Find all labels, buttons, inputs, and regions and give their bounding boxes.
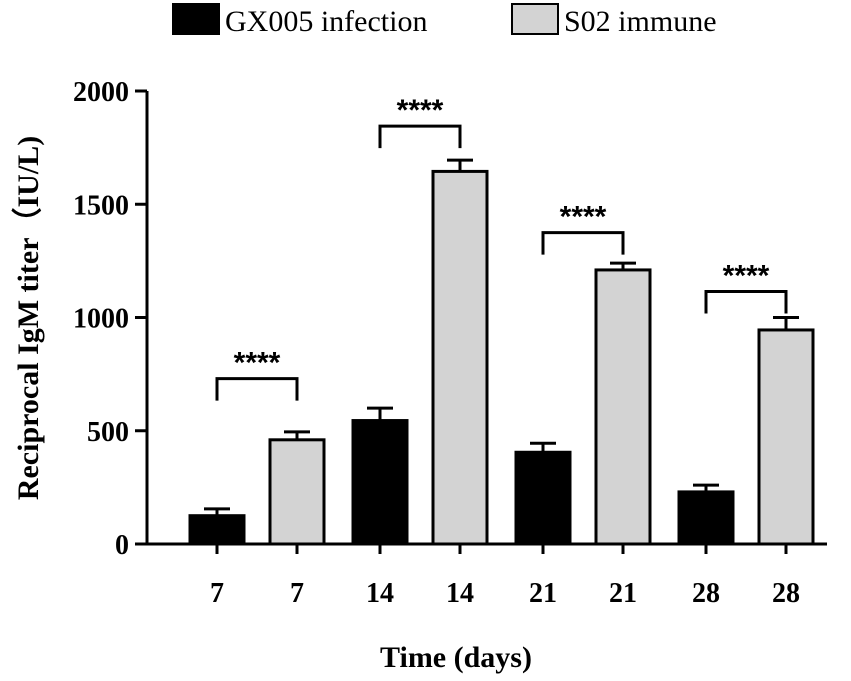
bar [594,268,652,546]
y-tick-label: 1000 [73,304,129,335]
x-tick-label: 21 [529,578,557,609]
x-tick-label: 7 [210,578,224,609]
x-tick-label: 28 [772,578,800,609]
significance-bracket [215,377,299,401]
y-tick-label: 0 [115,530,129,561]
significance-label: **** [560,201,607,234]
x-tick-label: 7 [290,578,304,609]
bar [268,438,326,546]
x-tick-label: 14 [446,578,474,609]
bar [677,490,735,546]
bar [188,514,246,546]
y-tick-label: 1500 [73,190,129,221]
bar [757,328,815,546]
significance-label: **** [234,347,281,380]
x-axis: 7 7 14 14 21 21 28 28 [147,542,827,609]
legend-label: GX005 infection [225,5,427,38]
x-tick-label: 21 [609,578,637,609]
significance-bracket [541,231,625,255]
significance-label: **** [723,259,770,292]
bar [514,450,572,546]
legend-swatch [511,3,559,35]
legend: GX005 infection S02 immune [172,3,717,38]
x-tick-label: 28 [692,578,720,609]
y-axis: 0 500 1000 1500 2000 [73,77,149,561]
x-axis-title: Time (days) [380,641,532,674]
legend-swatch [172,3,220,35]
significance-label: **** [397,94,444,127]
legend-label: S02 immune [564,5,717,38]
y-axis-title: Reciprocal IgM titer（IU/L) [11,136,45,500]
significance-bracket [378,124,462,149]
bar [431,169,489,546]
y-tick-label: 2000 [73,77,129,108]
significance-bracket [704,289,788,314]
x-tick-label: 14 [366,578,394,609]
bars [188,158,815,546]
bar [351,419,409,546]
y-tick-label: 500 [87,417,129,448]
significance-brackets: **** **** **** **** [215,94,788,401]
